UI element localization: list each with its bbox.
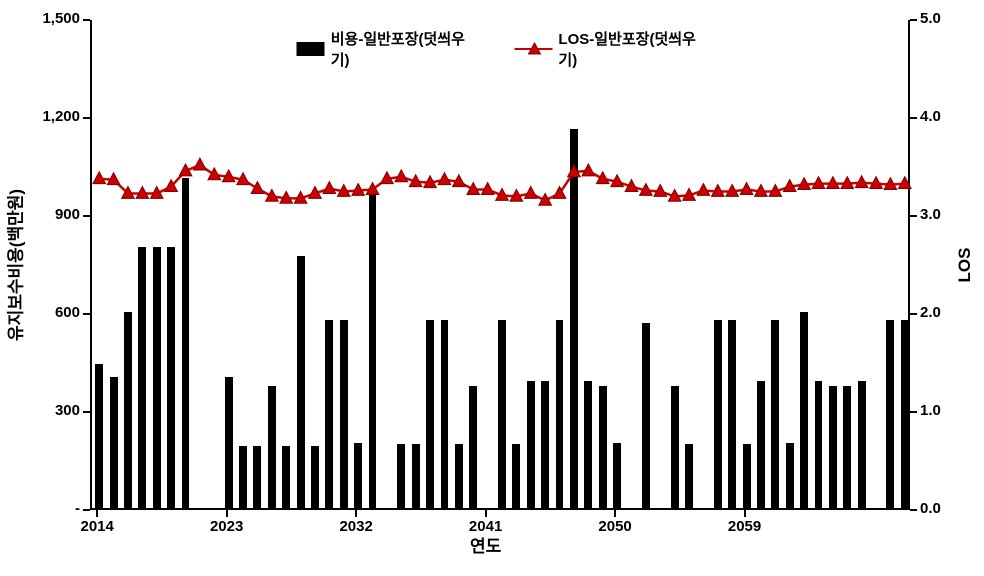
bar bbox=[239, 446, 247, 508]
bar bbox=[268, 386, 276, 509]
bar bbox=[541, 381, 549, 508]
y1-tick-label: 600 bbox=[32, 304, 80, 321]
x-tick-label: 2023 bbox=[197, 518, 257, 535]
bar bbox=[584, 381, 592, 508]
bar bbox=[800, 312, 808, 508]
y1-tick-label: - bbox=[32, 500, 80, 517]
plot-area: 비용-일반포장(덧씌우기) LOS-일반포장(덧씌우기) bbox=[90, 20, 910, 510]
bar bbox=[369, 194, 377, 508]
bar bbox=[886, 320, 894, 508]
bar bbox=[325, 320, 333, 508]
bar bbox=[282, 446, 290, 508]
y1-tick-label: 300 bbox=[32, 402, 80, 419]
bar bbox=[426, 320, 434, 508]
x-axis-label: 연도 bbox=[470, 532, 501, 557]
y2-tick-label: 0.0 bbox=[920, 500, 960, 517]
y2-tick-label: 1.0 bbox=[920, 402, 960, 419]
y1-axis-label: 유지보수비용(백만원) bbox=[2, 189, 27, 341]
legend-label-line: LOS-일반포장(덧씌우기) bbox=[558, 28, 705, 70]
x-tick-label: 2014 bbox=[67, 518, 127, 535]
y2-tick-label: 5.0 bbox=[920, 10, 960, 27]
legend-swatch-bar bbox=[297, 42, 325, 56]
bar bbox=[843, 386, 851, 509]
chart-container: 비용-일반포장(덧씌우기) LOS-일반포장(덧씌우기) 유지보수비용(백만원)… bbox=[0, 0, 984, 576]
bar bbox=[757, 381, 765, 508]
bar bbox=[671, 386, 679, 509]
bar bbox=[858, 381, 866, 508]
bar bbox=[397, 444, 405, 508]
bar bbox=[829, 386, 837, 509]
bar bbox=[441, 320, 449, 508]
bar bbox=[685, 444, 693, 508]
y1-tick-label: 1,500 bbox=[32, 10, 80, 27]
legend-item-line: LOS-일반포장(덧씌우기) bbox=[515, 28, 706, 70]
bar bbox=[124, 312, 132, 508]
bar bbox=[110, 377, 118, 508]
y1-tick-label: 1,200 bbox=[32, 108, 80, 125]
bar bbox=[728, 320, 736, 508]
y2-tick-label: 3.0 bbox=[920, 206, 960, 223]
y1-tick-label: 900 bbox=[32, 206, 80, 223]
legend-item-bar: 비용-일반포장(덧씌우기) bbox=[297, 28, 475, 70]
bar bbox=[771, 320, 779, 508]
bar bbox=[498, 320, 506, 508]
bar bbox=[815, 381, 823, 508]
bar bbox=[167, 247, 175, 508]
bar bbox=[786, 443, 794, 508]
bar bbox=[613, 443, 621, 508]
legend-swatch-line bbox=[515, 42, 553, 56]
bar bbox=[354, 443, 362, 508]
bar bbox=[512, 444, 520, 508]
legend-label-bar: 비용-일반포장(덧씌우기) bbox=[331, 28, 475, 70]
y2-tick-label: 4.0 bbox=[920, 108, 960, 125]
bar bbox=[297, 256, 305, 508]
x-tick-label: 2050 bbox=[585, 518, 645, 535]
bar bbox=[455, 444, 463, 508]
x-tick-label: 2041 bbox=[456, 518, 516, 535]
bar bbox=[556, 320, 564, 508]
legend: 비용-일반포장(덧씌우기) LOS-일반포장(덧씌우기) bbox=[297, 28, 706, 70]
y2-tick-label: 2.0 bbox=[920, 304, 960, 321]
x-tick-label: 2059 bbox=[715, 518, 775, 535]
bar bbox=[469, 386, 477, 509]
bar bbox=[570, 129, 578, 508]
bar bbox=[95, 364, 103, 508]
bar bbox=[642, 323, 650, 508]
bar bbox=[599, 386, 607, 509]
bar bbox=[527, 381, 535, 508]
bar bbox=[311, 446, 319, 508]
bar bbox=[182, 178, 190, 508]
bar bbox=[138, 247, 146, 508]
bar bbox=[743, 444, 751, 508]
bar bbox=[253, 446, 261, 508]
bar bbox=[225, 377, 233, 508]
x-tick-label: 2032 bbox=[326, 518, 386, 535]
bars-layer bbox=[92, 20, 910, 508]
bar bbox=[153, 247, 161, 508]
y2-axis-label: LOS bbox=[955, 248, 975, 283]
bar bbox=[901, 320, 909, 508]
bar bbox=[412, 444, 420, 508]
bar bbox=[340, 320, 348, 508]
bar bbox=[714, 320, 722, 508]
